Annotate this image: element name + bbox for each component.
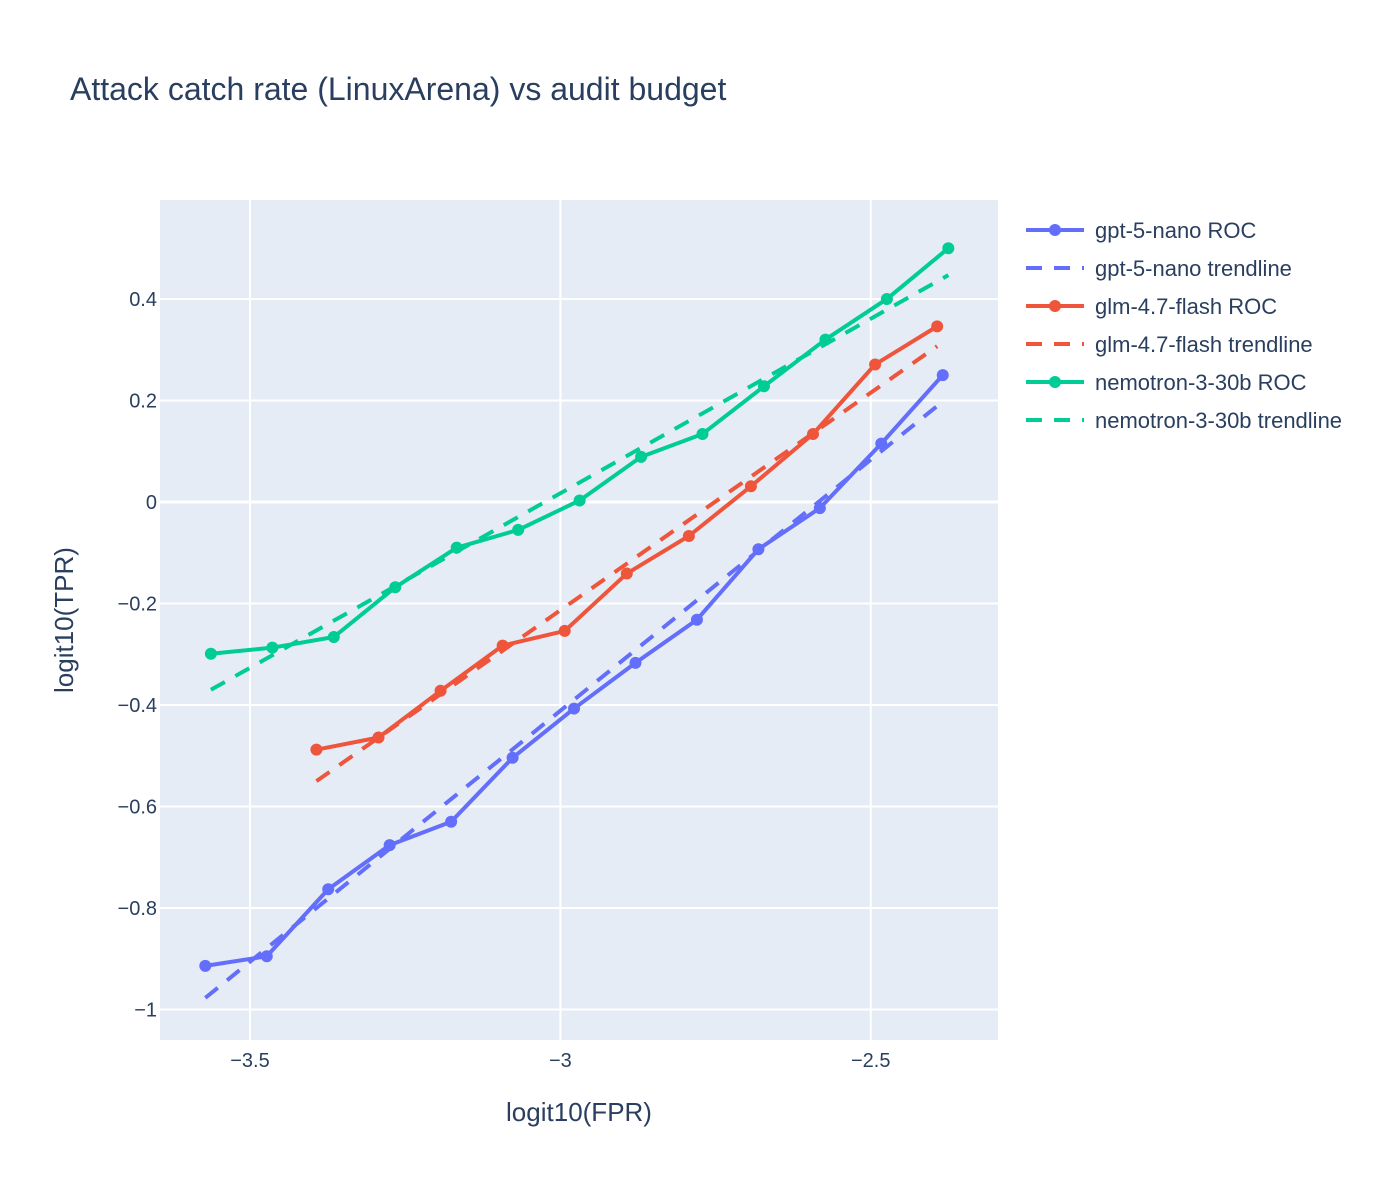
- legend-item[interactable]: glm-4.7-flash ROC: [1026, 294, 1277, 319]
- y-tick-label: 0.4: [129, 289, 157, 311]
- legend-label: nemotron-3-30b trendline: [1095, 408, 1342, 433]
- data-point[interactable]: [757, 380, 770, 393]
- data-point[interactable]: [690, 613, 703, 626]
- data-point[interactable]: [204, 647, 217, 660]
- legend-marker: [1049, 376, 1061, 388]
- series-1: [204, 399, 945, 1000]
- series-3: [315, 344, 939, 783]
- legend-marker: [1049, 224, 1061, 236]
- y-tick-label: −0.4: [118, 695, 157, 717]
- trendline: [209, 273, 950, 692]
- y-axis-title: logit10(TPR): [49, 547, 79, 693]
- data-point[interactable]: [445, 815, 458, 828]
- legend-label: glm-4.7-flash ROC: [1095, 294, 1277, 319]
- data-point[interactable]: [568, 702, 581, 715]
- x-tick-label: −3.5: [230, 1050, 269, 1072]
- data-point[interactable]: [266, 641, 279, 654]
- series-0: [199, 369, 949, 972]
- legend-label: gpt-5-nano trendline: [1095, 256, 1292, 281]
- legend-item[interactable]: nemotron-3-30b ROC: [1026, 370, 1307, 395]
- y-tick-label: −0.8: [118, 898, 157, 920]
- data-point[interactable]: [327, 631, 340, 644]
- series-4: [204, 242, 955, 660]
- data-point[interactable]: [696, 427, 709, 440]
- trendline: [315, 344, 939, 783]
- chart-title: Attack catch rate (LinuxArena) vs audit …: [70, 71, 726, 107]
- series-5: [209, 273, 950, 692]
- legend-item[interactable]: gpt-5-nano trendline: [1026, 256, 1292, 281]
- data-point[interactable]: [682, 530, 695, 542]
- plot-traces: [199, 242, 955, 1000]
- legend-item[interactable]: glm-4.7-flash trendline: [1026, 332, 1313, 357]
- y-tick-label: 0: [146, 492, 157, 514]
- x-tick-label: −2.5: [851, 1050, 890, 1072]
- y-tick-label: −0.6: [118, 797, 157, 819]
- data-point[interactable]: [322, 883, 335, 896]
- legend-label: glm-4.7-flash trendline: [1095, 332, 1313, 357]
- data-point[interactable]: [310, 743, 323, 756]
- legend-marker: [1049, 300, 1061, 312]
- data-point[interactable]: [869, 358, 882, 371]
- data-point[interactable]: [620, 567, 633, 580]
- y-tick-label: 0.2: [129, 390, 157, 412]
- data-point[interactable]: [506, 751, 519, 764]
- data-point[interactable]: [199, 959, 212, 972]
- data-point[interactable]: [936, 369, 949, 382]
- data-point[interactable]: [512, 523, 525, 536]
- trendline: [204, 399, 945, 1000]
- data-point[interactable]: [260, 950, 273, 963]
- legend-label: nemotron-3-30b ROC: [1095, 370, 1307, 395]
- legend-item[interactable]: gpt-5-nano ROC: [1026, 218, 1257, 243]
- legend-label: gpt-5-nano ROC: [1095, 218, 1257, 243]
- x-tick-label: −3: [549, 1050, 572, 1072]
- y-tick-label: −0.2: [118, 594, 157, 616]
- data-point[interactable]: [629, 656, 642, 669]
- data-point[interactable]: [635, 450, 648, 463]
- data-point[interactable]: [880, 292, 893, 305]
- data-point[interactable]: [573, 494, 586, 507]
- data-point[interactable]: [558, 624, 571, 637]
- data-point[interactable]: [942, 242, 955, 255]
- legend[interactable]: gpt-5-nano ROC gpt-5-nano trendline glm-4.…: [1026, 218, 1342, 433]
- data-point[interactable]: [744, 480, 757, 493]
- data-point[interactable]: [931, 320, 944, 333]
- legend-item[interactable]: nemotron-3-30b trendline: [1026, 408, 1342, 433]
- gridlines: [160, 200, 998, 1040]
- y-tick-label: −1: [134, 1000, 157, 1022]
- x-axis-title: logit10(FPR): [506, 1097, 652, 1127]
- axis-ticks: −3.5 −3 −2.5 0.4 0.2 0 −0.2 −0.4 −0.6 −0.8 −1: [118, 289, 891, 1072]
